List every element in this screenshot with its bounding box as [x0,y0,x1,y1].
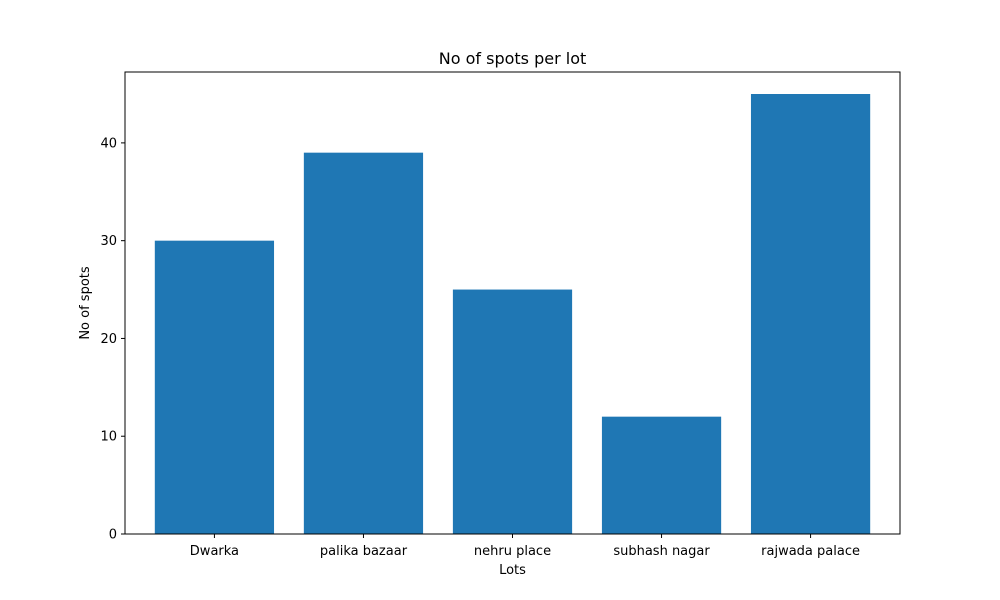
x-axis-ticks: Dwarka palika bazaar nehru place subhash na… [190,534,860,559]
x-tick-label: nehru place [474,544,551,559]
y-tick-label: 40 [100,136,117,151]
bar-dwarka [154,240,275,534]
x-axis-label: Lots [499,563,526,578]
x-tick-label: Dwarka [190,544,239,559]
bars [154,94,871,534]
chart-title: No of spots per lot [439,49,587,68]
x-tick-label: rajwada palace [761,544,860,559]
bar-subhash-nagar [601,416,722,534]
bar-nehru-place [452,289,573,534]
y-tick-label: 10 [100,430,117,445]
y-tick-label: 30 [100,234,117,249]
y-axis-label: No of spots [78,266,93,340]
bar-palika-bazaar [303,152,424,534]
y-tick-label: 20 [100,332,117,347]
y-axis-ticks: 0 10 20 30 40 [100,136,125,543]
x-tick-label: subhash nagar [613,544,710,559]
x-tick-label: palika bazaar [320,544,408,559]
y-tick-label: 0 [109,528,117,543]
bar-rajwada-palace [750,94,871,534]
